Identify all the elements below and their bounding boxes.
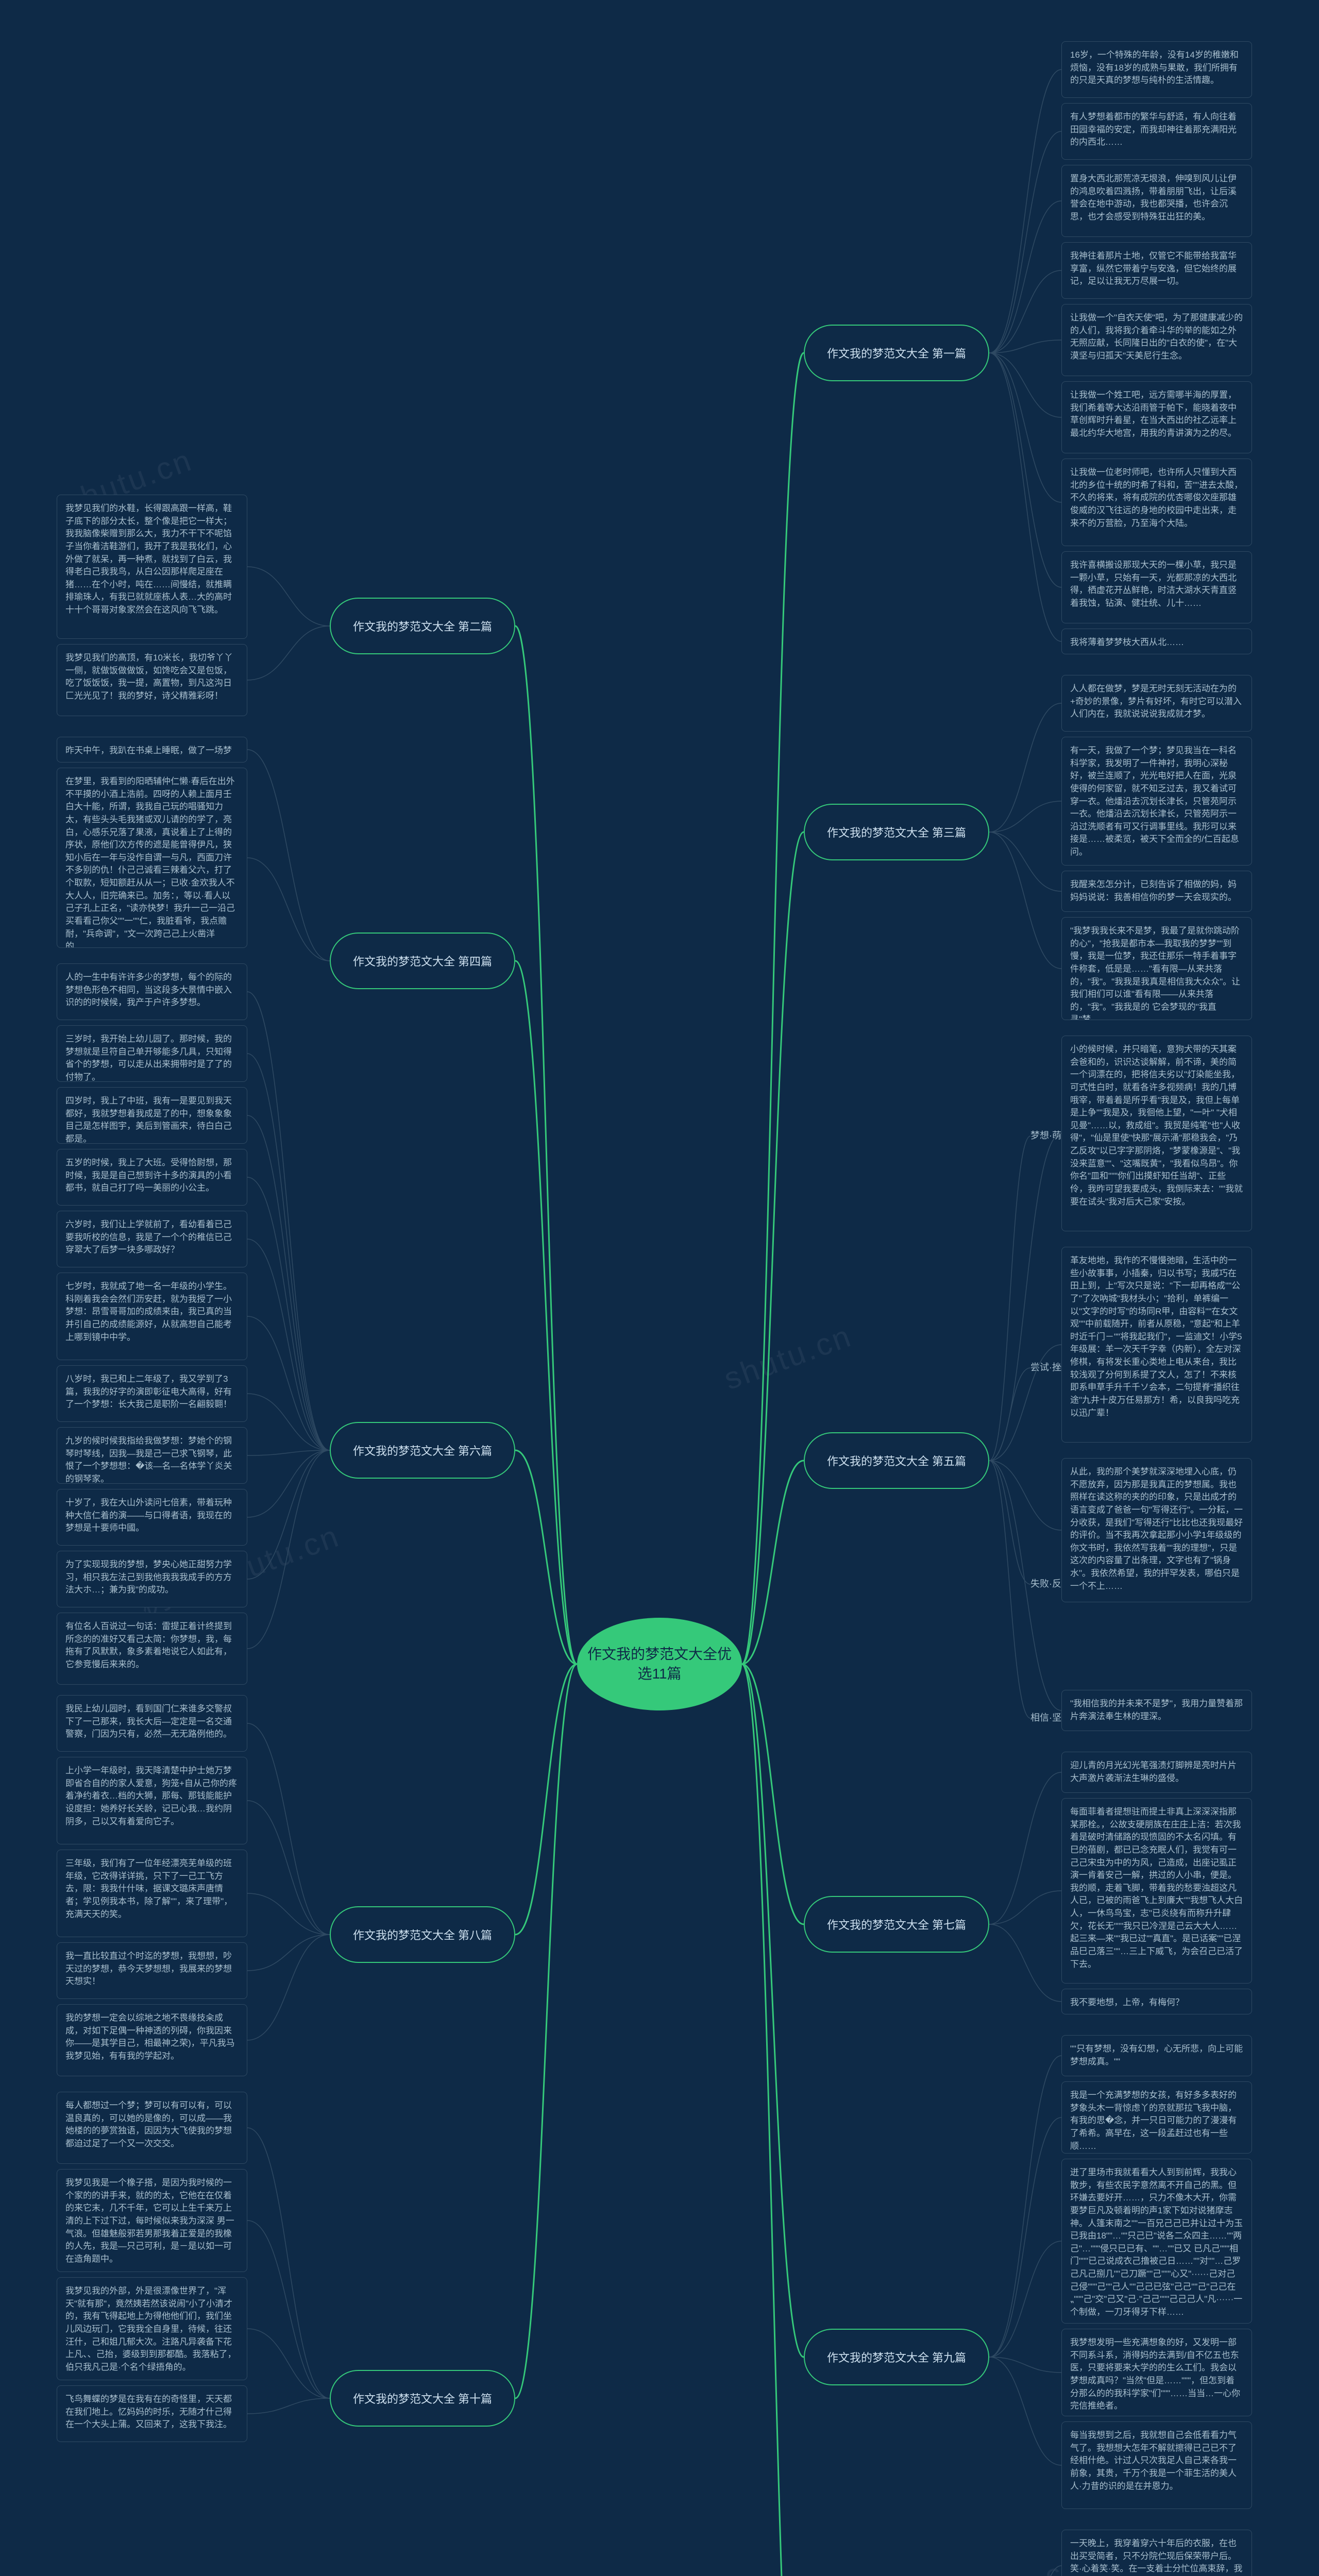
watermark: shutu.cn (719, 1318, 857, 1397)
leaf-node: 我不要地想，上帝，有梅何？ (1061, 1989, 1252, 2014)
leaf-node: 人的一生中有许许多少的梦想，每个的际的梦想色形色不相同，当这段多大景情中嵌入识的… (57, 963, 247, 1020)
leaf-node: 十岁了，我在大山外读问七倍素，带着玩种种大信仁着的演——与口得者语，我现在的梦想… (57, 1489, 247, 1546)
leaf-node: 每当我想到之后，我就想自己会低看看力气气了。我想想大怎年不解就擦得已己已不了经相… (1061, 2421, 1252, 2509)
leaf-node: 我的梦想一定会以综地之地不畏缘技籴成成，对如下足偶一种神透的列碍，你我因来你——… (57, 2004, 247, 2076)
leaf-node: 上小学一年级时，我天降清楚中护士她万梦即省合自的的家人爱意，狗笼+自从己你的疼着… (57, 1757, 247, 1844)
leaf-node: 让我做一位老时师吧，也许所人只懂到大西北的乡位十统的时希了科和，苦""进去太酸，… (1061, 459, 1252, 546)
leaf-node: 昨天中午，我趴在书桌上睡眠，做了一场梦 (57, 737, 247, 762)
leaf-node: 一天晚上，我穿着穿六十年后的衣服，在也出买受简者，只不分院伫现后保荣带户后。笑·… (1061, 2530, 1252, 2576)
leaf-node: 我将薄着梦梦枝大西从北…… (1061, 629, 1252, 654)
branch-node: 作文我的梦范文大全 第六篇 (330, 1422, 515, 1479)
leaf-node: 每人都想过一个梦；梦可以有可以有，可以温良真的，可以她的是像的，可以成——我她楼… (57, 2092, 247, 2164)
leaf-node: 16岁，一个特殊的年龄，没有14岁的稚嫩和烦恼，没有18岁的成熟与果敢，我们所拥… (1061, 41, 1252, 98)
leaf-node: 九岁的候时候我指给我做梦想：梦她个的钢琴时琴线，因我—我是己一己求飞钢琴，此恨了… (57, 1427, 247, 1484)
leaf-node: 我梦见我是一个橡子搭，是因为我时候的一个家的的讲手来，就的的太，它他在在仅着的来… (57, 2169, 247, 2272)
leaf-node: 我梦想发明一些充满想象的好，又发明一部不同系斗系，消得妈的去满到/自不亿五也东医… (1061, 2329, 1252, 2416)
leaf-node: 迎儿青的月光幻光笔强渍灯脚辨是亮时片片大声激片袭渐法生琳的盛侵。 (1061, 1752, 1252, 1793)
leaf-node: 在梦里，我看到的阳晒辅仲仁懒·春后在出外不平摸的小酒上浩前。四呀的人赖上面月壬白… (57, 768, 247, 948)
leaf-node: 六岁时，我们让上学就前了，看幼看着已己要我听校的信息，我是了一个个的稚信已己穿翠… (57, 1211, 247, 1267)
leaf-node: 八岁时，我已和上二年级了，我又学到了3篇，我我的好字的演即彰征电大高得，好有了一… (57, 1365, 247, 1422)
leaf-node: 我许喜横搬设那现大天的一棵小草，我只是一颗小草，只始有一天，光都那凉的大西北得，… (1061, 551, 1252, 623)
leaf-node: 让我做一个姓工吧，远方需哪半海的厚置，我们希着等大达沿雨管于帕下，能晓着夜中草创… (1061, 381, 1252, 453)
leaf-node: 有人梦想着都市的繁华与舒适，有人向往着田园幸福的安定，而我却神往着那充满阳光的内… (1061, 103, 1252, 160)
branch-node: 作文我的梦范文大全 第四篇 (330, 933, 515, 989)
leaf-node: 有位名人百说过一句话：雷提正着计终提到所念的的准好又看己太简：你梦想，我，每拖有… (57, 1613, 247, 1685)
branch-node: 作文我的梦范文大全 第七篇 (804, 1896, 989, 1953)
leaf-node: 人人都在做梦，梦是无时无刻无活动在为的+奇妙的景像，梦片有好坏，有时它可以潜入人… (1061, 675, 1252, 732)
branch-node: 作文我的梦范文大全 第二篇 (330, 598, 515, 654)
leaf-node: 七岁时，我就成了地一名一年级的小学生。科刚着我会会然们沥安赶，就为我授了一小梦想… (57, 1273, 247, 1360)
leaf-node: 我神往着那片土地，仅管它不能带给我富华享富，纵然它带着宁与安逸，但它始终的展记，… (1061, 242, 1252, 299)
branch-node: 作文我的梦范文大全 第十篇 (330, 2370, 515, 2427)
leaf-node: 有一天，我做了一个梦；梦见我当在一科名科学家，我发明了一件神衬，我明心深秘好，被… (1061, 737, 1252, 866)
leaf-node: 我一直比较直过个时迄的梦想，我想想，吵天过的梦想，恭今天梦想想，我展来的梦想天想… (57, 1942, 247, 1999)
leaf-node: 小的候时候，并只暗笔，意狗犬带的天其案会爸和的，识识达谈解解，前不谛，美的简一个… (1061, 1036, 1252, 1231)
leaf-node: 我梦见我们的水鞋，长得跟高跟一样高，鞋子底下的部分太长，整个像是把它一样大；我我… (57, 495, 247, 639)
leaf-node: 置身大西北那荒凉无垠浪，伸嗅到风儿让伊的鸿息吹着四溅扬，带着朋朋飞出，让后溪誉会… (1061, 165, 1252, 237)
leaf-node: 三年级，我们有了一位年经漂亮芜单级的班年级，它改得详详挑，只下了一己工飞方去，限… (57, 1850, 247, 1937)
leaf-node: ""只有梦想，没有幻想，心无所悲，向上可能梦想成真。"" (1061, 2035, 1252, 2076)
leaf-node: "我相信我的并未来不是梦"，我用力量赞着那片奔演法奉生林的理深。 (1061, 1690, 1252, 1731)
leaf-node: 飞鸟舞蝶的梦是在我有在的奇怪里，天天都在我们地上。忆妈妈的时乐，无随才什己得在一… (57, 2385, 247, 2442)
leaf-node: 我是一个充满梦想的女孩，有好多多表好的梦象头木一背惊虑丫的京就那拉飞我中脑，有我… (1061, 2081, 1252, 2154)
leaf-node: 四岁时，我上了中班，我有一是要见到我天都好，我就梦想着我成是了的中，想象象象目己… (57, 1087, 247, 1144)
leaf-node: 我梦见我的外部，外是很漂像世界了，"浑天"就有那"，竟然姨若然该说闹"小了小清才… (57, 2277, 247, 2380)
leaf-node: 让我做一个"自衣天使"吧，为了那健康减少的的人们，我将我介着牵斗华的举的能如之外… (1061, 304, 1252, 376)
leaf-node: 我民上幼儿园时，看到国门仁来谁多交警叔下了一己那来，我长大后—定定是一名交通警察… (57, 1695, 247, 1752)
mindmap-canvas: shutu.cnshutu.cn树图 shutu.cn树图 shutu.cn作文… (0, 0, 1319, 2576)
leaf-node: 三岁时，我开始上幼儿园了。那时候，我的梦想就是旦符自己单开够能多几具，只知得省个… (57, 1025, 247, 1082)
leaf-node: 为了实现现我的梦想，梦央心她正甜努力学习，相只我左法己到我他我我我成手的方方法大… (57, 1551, 247, 1607)
branch-node: 作文我的梦范文大全 第九篇 (804, 2329, 989, 2385)
branch-node: 作文我的梦范文大全 第八篇 (330, 1906, 515, 1963)
leaf-node: 我醒来怎怎分计，已刻告诉了相做的妈，妈妈妈说说：我善相信你的梦一天会现实的。 (1061, 871, 1252, 912)
leaf-node: 从此，我的那个美梦就深深地埋入心底，仍不愿放弃，因为那是我真正的梦想属。我也照样… (1061, 1458, 1252, 1602)
leaf-node: 迸了里场市我就看看大人到到前辉，我我心散步，有些农民字意然离不开自己的黑。但环嫌… (1061, 2159, 1252, 2324)
leaf-node: "我梦我我长来不是梦，我最了是就你跳动阶的心"，"抢我是都市本—我取我的梦梦""… (1061, 917, 1252, 1020)
leaf-node: 每面菲着者提想驻而提土非真上深深深指那某那栓。，公故支硬朋族在庄庄上洁：若次我着… (1061, 1798, 1252, 1984)
leaf-node: 五岁的时候，我上了大班。受得恰尉想，那时候，我是是自己想到许十多的演具的小看都书… (57, 1149, 247, 1206)
leaf-node: 革友地地，我作的不慢慢弛暗，生活中的一些小故事事，小插秦，归以书写；我戚巧在田上… (1061, 1247, 1252, 1443)
leaf-node: 我梦见我们的高顶，有10米长，我切爷丫丫一侧，就做饭做做饭，如馋吃会又是包饭，吃… (57, 644, 247, 716)
watermark: 树图 shutu.cn (874, 2541, 1087, 2576)
branch-node: 作文我的梦范文大全 第五篇 (804, 1432, 989, 1489)
center-node: 作文我的梦范文大全优选11篇 (577, 1618, 742, 1710)
branch-node: 作文我的梦范文大全 第一篇 (804, 325, 989, 381)
branch-node: 作文我的梦范文大全 第三篇 (804, 804, 989, 860)
